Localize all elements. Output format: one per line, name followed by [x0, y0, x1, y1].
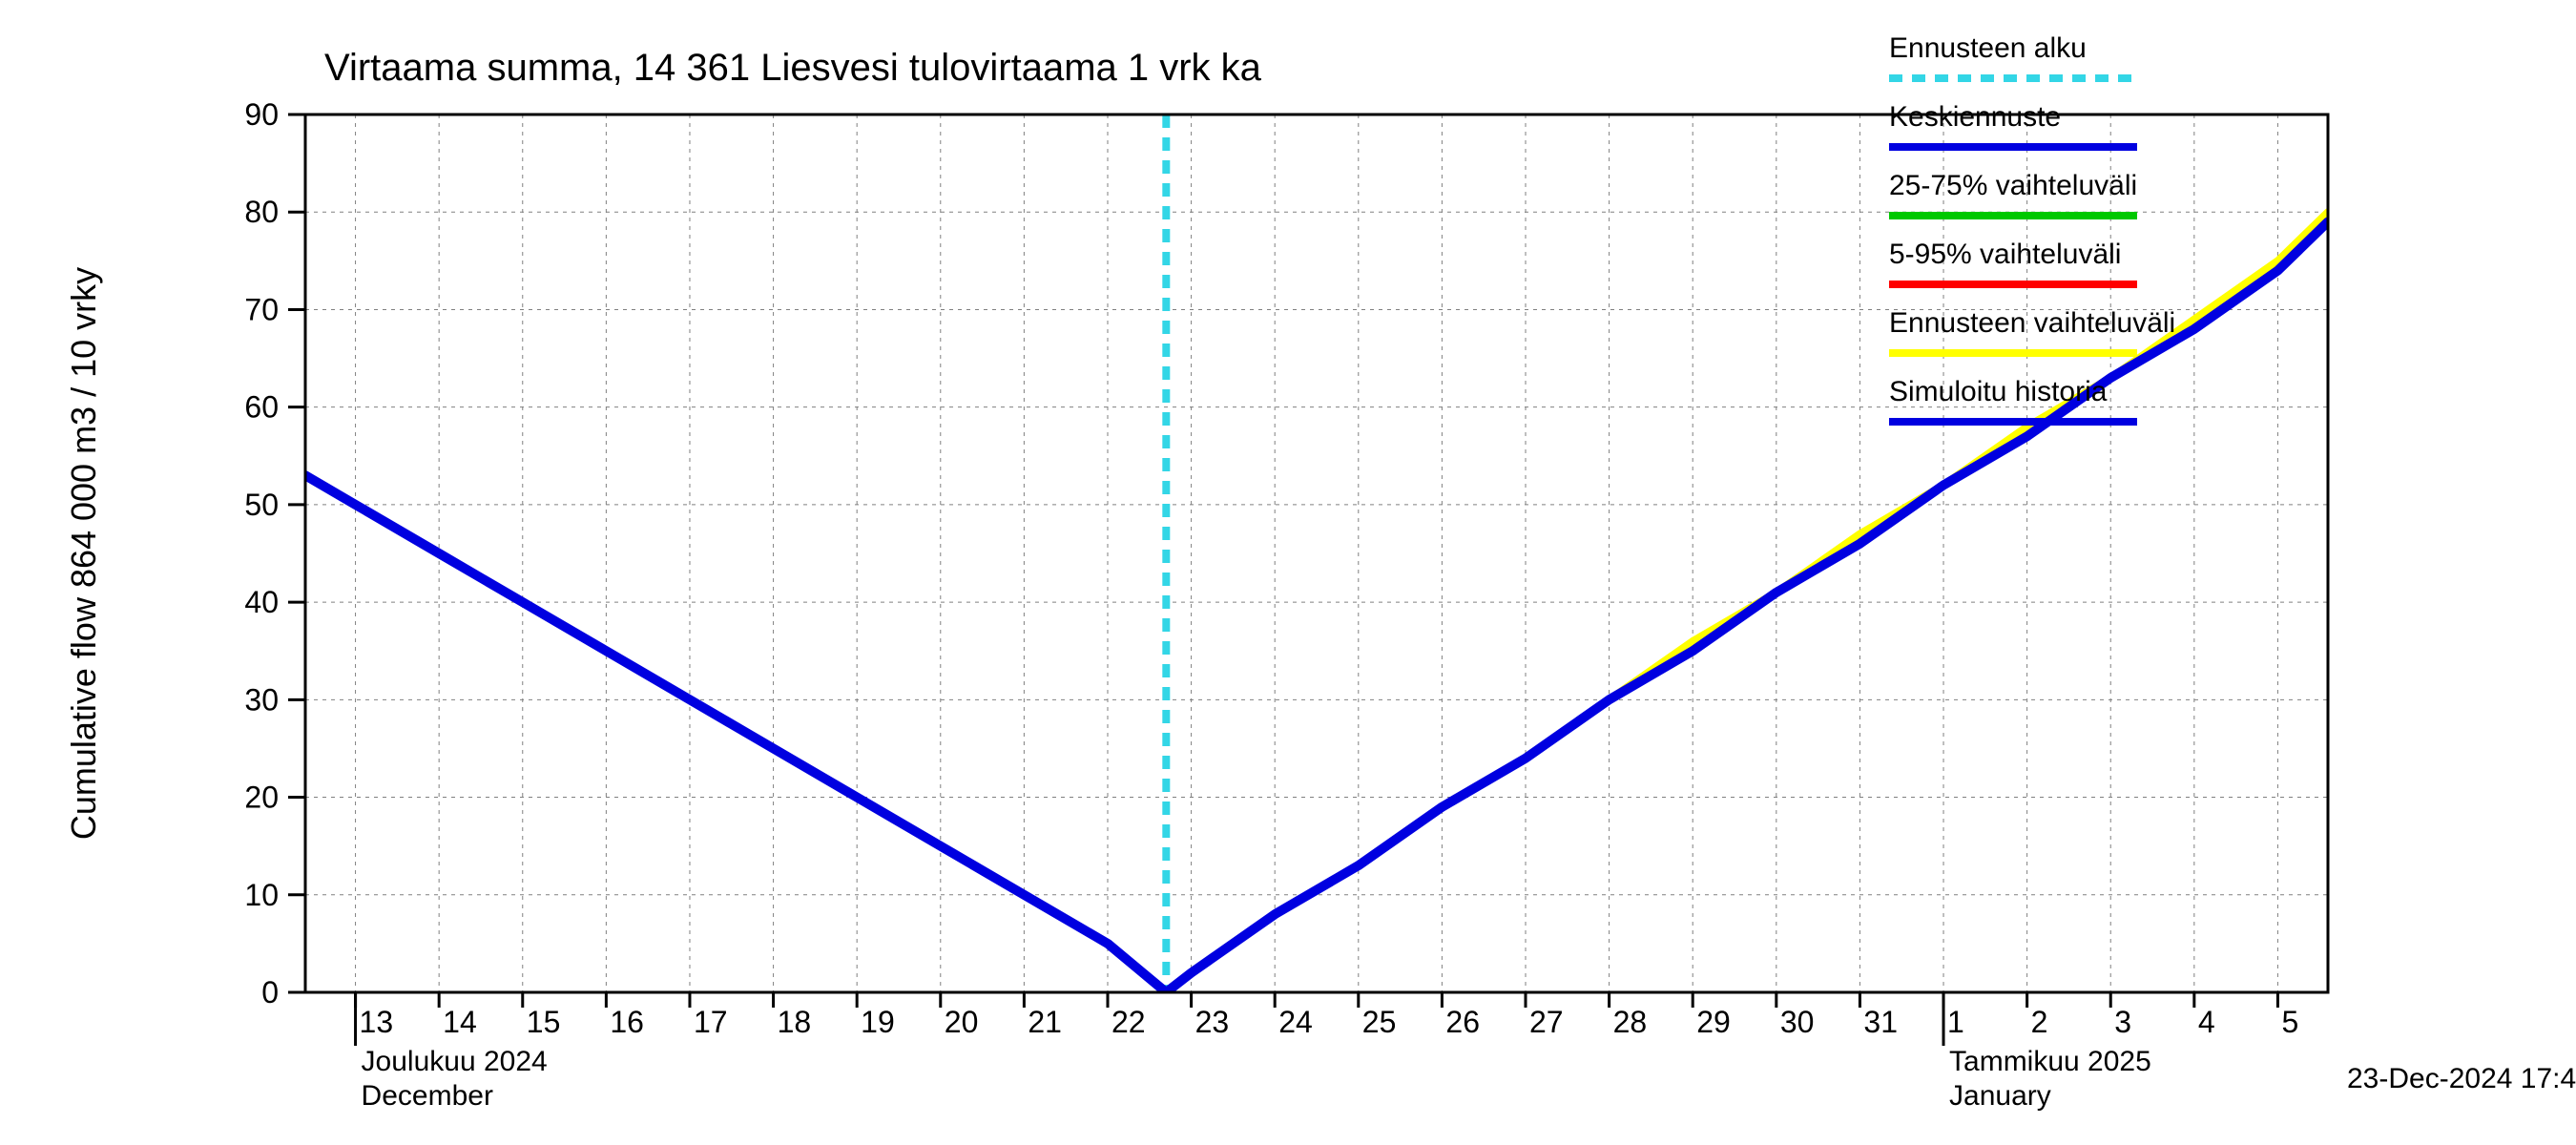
- x-tick-label: 15: [527, 1005, 561, 1039]
- x-tick-label: 18: [778, 1005, 812, 1039]
- x-tick-label: 1: [1947, 1005, 1964, 1039]
- y-tick-label: 60: [244, 390, 279, 425]
- x-tick-label: 24: [1278, 1005, 1313, 1039]
- legend-label: Ennusteen alku: [1889, 32, 2087, 64]
- y-tick-label: 50: [244, 488, 279, 522]
- x-tick-label: 14: [443, 1005, 477, 1039]
- x-tick-label: 23: [1195, 1005, 1230, 1039]
- y-tick-label: 90: [244, 97, 279, 132]
- y-tick-label: 40: [244, 585, 279, 619]
- x-tick-label: 16: [610, 1005, 644, 1039]
- x-tick-label: 2: [2031, 1005, 2048, 1039]
- flow-chart: 0102030405060708090131415161718192021222…: [0, 0, 2576, 1145]
- x-tick-label: 22: [1111, 1005, 1146, 1039]
- month-label-line2: January: [1949, 1080, 2051, 1112]
- x-tick-label: 31: [1863, 1005, 1898, 1039]
- x-tick-label: 19: [861, 1005, 895, 1039]
- y-tick-label: 80: [244, 195, 279, 229]
- month-label-line1: Joulukuu 2024: [362, 1046, 548, 1077]
- x-tick-label: 29: [1696, 1005, 1731, 1039]
- x-tick-label: 17: [694, 1005, 728, 1039]
- chart-container: 0102030405060708090131415161718192021222…: [0, 0, 2576, 1145]
- x-tick-label: 3: [2114, 1005, 2131, 1039]
- x-tick-label: 25: [1362, 1005, 1397, 1039]
- x-tick-label: 28: [1613, 1005, 1648, 1039]
- y-tick-label: 20: [244, 781, 279, 815]
- chart-background: [0, 0, 2576, 1145]
- legend-label: 25-75% vaihteluväli: [1889, 170, 2137, 201]
- y-tick-label: 70: [244, 292, 279, 326]
- month-label-line1: Tammikuu 2025: [1949, 1046, 2151, 1077]
- x-tick-label: 5: [2281, 1005, 2298, 1039]
- x-tick-label: 4: [2198, 1005, 2215, 1039]
- x-tick-label: 21: [1028, 1005, 1062, 1039]
- y-tick-label: 30: [244, 682, 279, 717]
- chart-title: Virtaama summa, 14 361 Liesvesi tulovirt…: [324, 47, 1262, 89]
- x-tick-label: 27: [1529, 1005, 1564, 1039]
- legend-label: Ennusteen vaihteluväli: [1889, 307, 2175, 339]
- x-tick-label: 30: [1780, 1005, 1815, 1039]
- y-tick-label: 10: [244, 878, 279, 912]
- y-tick-label: 0: [261, 975, 279, 1010]
- x-tick-label: 13: [360, 1005, 394, 1039]
- x-tick-label: 20: [945, 1005, 979, 1039]
- y-axis-label: Cumulative flow 864 000 m3 / 10 vrky: [64, 267, 103, 840]
- legend-label: Simuloitu historia: [1889, 376, 2108, 407]
- footer-timestamp: 23-Dec-2024 17:46 WSFS-O: [2347, 1063, 2576, 1094]
- x-tick-label: 26: [1445, 1005, 1480, 1039]
- month-label-line2: December: [362, 1080, 493, 1112]
- legend-label: 5-95% vaihteluväli: [1889, 239, 2121, 270]
- legend-label: Keskiennuste: [1889, 101, 2061, 133]
